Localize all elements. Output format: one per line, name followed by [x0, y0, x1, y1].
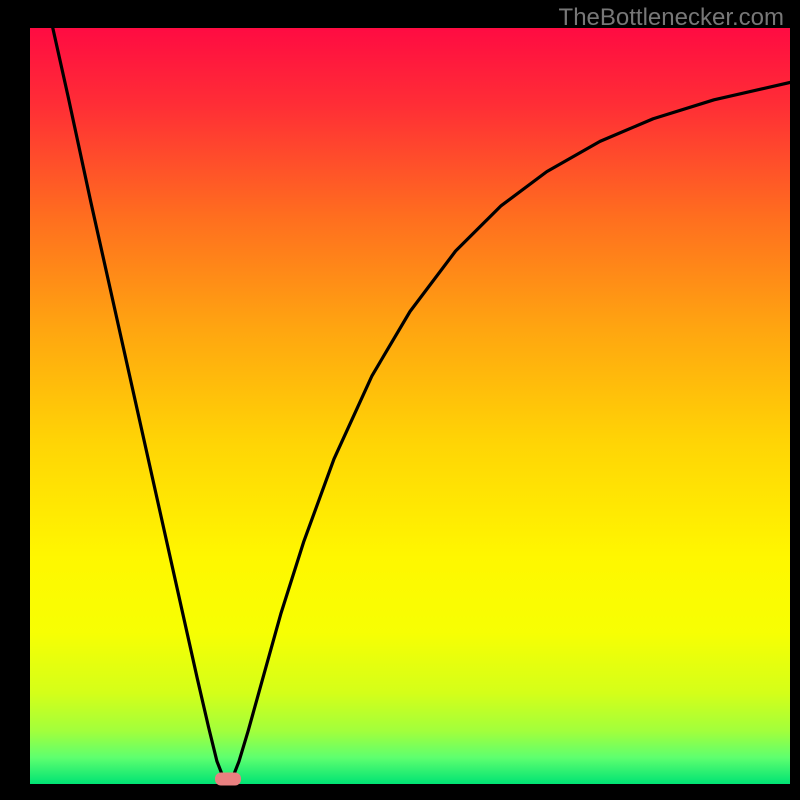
- minimum-marker: [215, 773, 241, 786]
- plot-area: [30, 28, 790, 784]
- watermark-text: TheBottlenecker.com: [559, 4, 784, 32]
- plot-svg: [30, 28, 790, 784]
- bottleneck-curve: [53, 28, 790, 779]
- chart-container: { "canvas": { "width": 800, "height": 80…: [0, 0, 800, 800]
